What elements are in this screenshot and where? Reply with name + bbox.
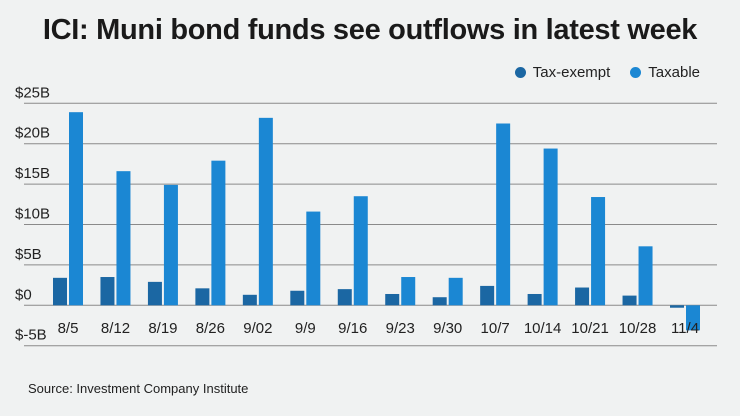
bar-taxable — [401, 277, 416, 306]
bar-taxable — [211, 160, 226, 306]
bar-tax-exempt — [53, 277, 67, 306]
x-tick-label: 9/02 — [243, 320, 272, 337]
bar-tax-exempt — [242, 294, 257, 306]
legend-item-tax-exempt: Tax-exempt — [514, 64, 611, 81]
bar-tax-exempt — [100, 277, 115, 306]
bar-tax-exempt — [527, 293, 542, 306]
x-tick-label: 8/5 — [58, 320, 79, 337]
legend-swatch — [514, 67, 526, 78]
source-note: Source: Investment Company Institute — [28, 381, 249, 396]
bar-taxable — [163, 184, 178, 306]
y-tick-label: $-5B — [15, 327, 47, 344]
x-tick-label: 9/9 — [295, 320, 316, 337]
bar-tax-exempt — [385, 293, 400, 306]
bar-taxable — [353, 196, 368, 306]
x-tick-label: 10/21 — [571, 320, 609, 337]
legend: Tax-exempt Taxable — [514, 64, 700, 81]
x-tick-label: 10/14 — [524, 320, 562, 337]
bar-taxable — [638, 246, 653, 306]
y-tick-label: $20B — [15, 125, 50, 142]
bar-taxable — [258, 117, 273, 306]
legend-label: Tax-exempt — [532, 64, 611, 81]
bar-tax-exempt — [337, 289, 352, 306]
x-tick-label: 10/28 — [619, 320, 657, 337]
x-tick-label: 8/12 — [101, 320, 130, 337]
bar-taxable — [306, 211, 321, 306]
x-tick-label: 9/16 — [338, 320, 367, 337]
bar-taxable — [591, 197, 606, 306]
y-tick-label: $10B — [15, 206, 50, 223]
x-tick-label: 8/26 — [196, 320, 225, 337]
y-tick-label: $25B — [15, 84, 50, 101]
y-tick-label: $5B — [15, 246, 42, 263]
x-tick-label: 9/23 — [386, 320, 415, 337]
bar-tax-exempt — [195, 288, 210, 306]
bar-taxable — [543, 148, 558, 306]
y-tick-label: $0 — [15, 286, 32, 303]
bar-taxable — [686, 305, 700, 331]
y-tick-label: $15B — [15, 165, 50, 182]
bar-tax-exempt — [480, 285, 495, 306]
bar-tax-exempt — [432, 297, 447, 306]
bar-tax-exempt — [575, 287, 590, 306]
x-tick-label: 8/19 — [148, 320, 177, 337]
x-tick-label: 9/30 — [433, 320, 462, 337]
bar-taxable — [448, 277, 463, 306]
bar-tax-exempt — [290, 290, 305, 306]
x-tick-label: 11/4 — [671, 320, 699, 337]
bar-tax-exempt — [670, 305, 684, 308]
bar-taxable — [496, 123, 511, 306]
legend-label: Taxable — [648, 64, 700, 81]
legend-swatch — [630, 67, 642, 78]
bar-tax-exempt — [147, 281, 162, 306]
bar-taxable — [116, 171, 131, 306]
chart-title: ICI: Muni bond funds see outflows in lat… — [42, 14, 698, 46]
bar-taxable — [69, 112, 83, 306]
x-tick-label: 10/7 — [481, 320, 510, 337]
legend-item-taxable: Taxable — [630, 64, 700, 81]
bar-tax-exempt — [622, 295, 637, 306]
